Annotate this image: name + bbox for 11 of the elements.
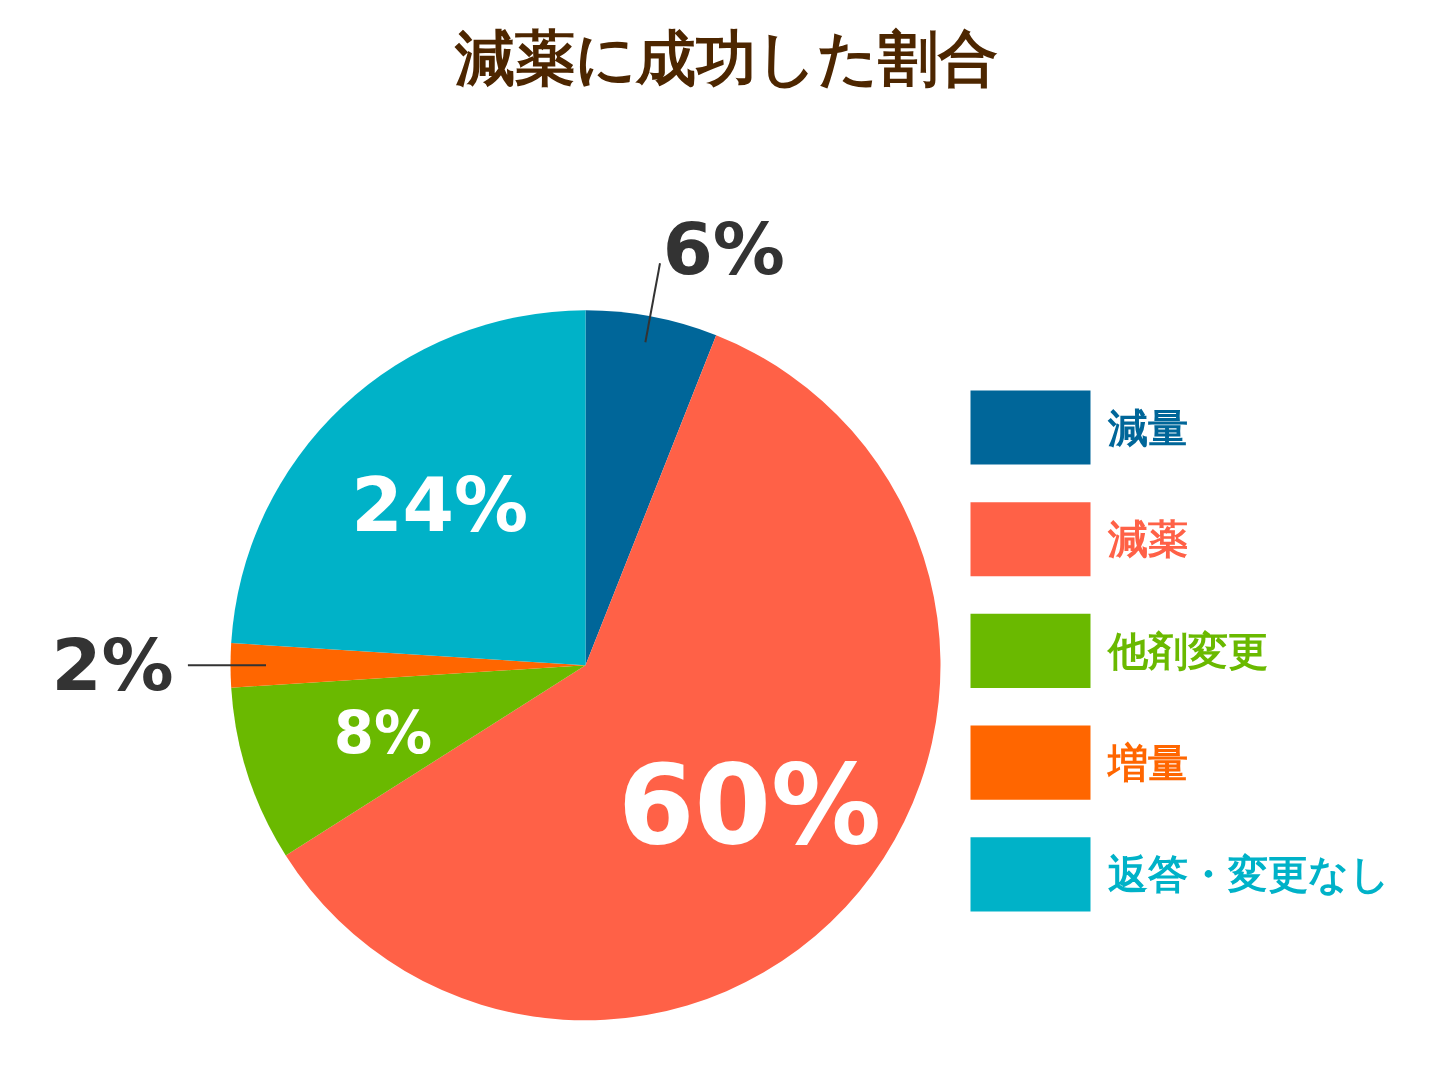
data-label: 60%: [617, 741, 882, 870]
data-label: 6%: [662, 206, 785, 291]
legend-label: 減薬: [1106, 516, 1188, 563]
legend-label: 増量: [1105, 739, 1188, 786]
data-label: 24%: [351, 462, 529, 549]
chart-title: 減薬に成功した割合: [454, 22, 998, 93]
data-label: 8%: [333, 699, 433, 768]
data-label: 2%: [51, 623, 174, 708]
legend-label: 減量: [1106, 404, 1188, 451]
legend-label: 返答・変更なし: [1107, 851, 1390, 898]
legend-label: 他剤変更: [1105, 627, 1268, 674]
